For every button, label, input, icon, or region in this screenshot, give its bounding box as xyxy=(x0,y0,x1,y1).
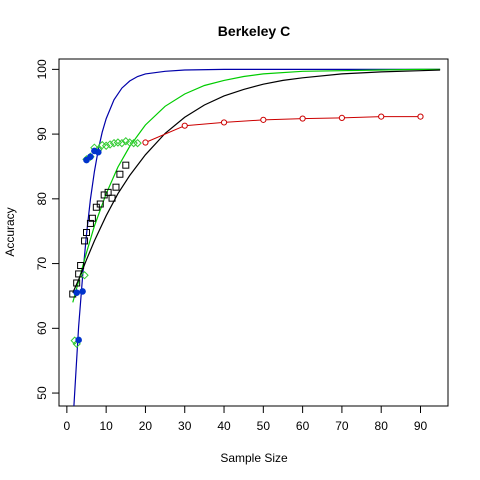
y-tick-label: 70 xyxy=(35,257,49,271)
data-point xyxy=(112,183,120,191)
data-point xyxy=(94,148,102,156)
data-point xyxy=(104,188,112,196)
x-tick-label: 80 xyxy=(375,419,389,433)
x-tick-label: 50 xyxy=(257,419,271,433)
y-tick-label: 60 xyxy=(35,321,49,335)
data-point xyxy=(108,194,116,202)
data-point xyxy=(142,139,149,146)
data-point xyxy=(122,161,130,169)
data-point xyxy=(81,237,89,245)
x-tick-label: 90 xyxy=(414,419,428,433)
data-point xyxy=(338,114,346,122)
y-axis-label: Accuracy xyxy=(3,207,17,256)
data-point xyxy=(75,336,82,344)
data-point xyxy=(116,170,124,178)
data-point xyxy=(87,153,94,161)
data-point xyxy=(73,289,80,297)
y-tick-label: 90 xyxy=(35,127,49,141)
x-tick-label: 20 xyxy=(139,419,153,433)
x-tick-label: 10 xyxy=(99,419,113,433)
data-point xyxy=(133,138,142,148)
data-point xyxy=(88,214,96,222)
x-tick-label: 40 xyxy=(217,419,231,433)
x-tick-label: 30 xyxy=(178,419,192,433)
data-point xyxy=(73,279,81,287)
x-axis-label: Sample Size xyxy=(220,451,288,465)
data-point xyxy=(378,113,385,120)
x-tick-label: 70 xyxy=(335,419,349,433)
y-tick-label: 80 xyxy=(35,192,49,206)
y-tick-label: 50 xyxy=(35,386,49,400)
fit-curve-2 xyxy=(72,69,441,293)
plot-frame xyxy=(58,58,449,407)
data-point xyxy=(86,219,94,227)
x-tick-label: 0 xyxy=(64,419,71,433)
data-point xyxy=(79,288,86,295)
data-point xyxy=(101,141,111,150)
data-point xyxy=(129,138,138,148)
data-point xyxy=(181,122,188,129)
fit-curve-0 xyxy=(73,68,441,406)
data-point xyxy=(299,115,306,122)
x-tick-label: 60 xyxy=(296,419,310,433)
data-point xyxy=(105,140,115,149)
data-series xyxy=(69,113,424,349)
data-point xyxy=(260,116,267,123)
y-axis: 50 60 70 80 90 100 xyxy=(35,59,60,400)
fit-curves xyxy=(72,68,441,406)
fit-curve-1 xyxy=(72,68,441,303)
y-tick-label: 100 xyxy=(35,59,49,79)
data-point xyxy=(77,262,85,270)
data-point xyxy=(417,113,424,120)
data-point xyxy=(220,119,228,126)
chart-title: Berkeley C xyxy=(218,23,290,39)
data-point xyxy=(80,271,89,280)
data-point xyxy=(96,200,104,208)
data-point xyxy=(83,229,91,236)
x-axis: 0 10 20 30 40 50 60 70 80 90 xyxy=(64,405,428,433)
series-line-0 xyxy=(145,116,421,143)
data-point xyxy=(109,138,119,148)
data-point xyxy=(117,138,127,148)
